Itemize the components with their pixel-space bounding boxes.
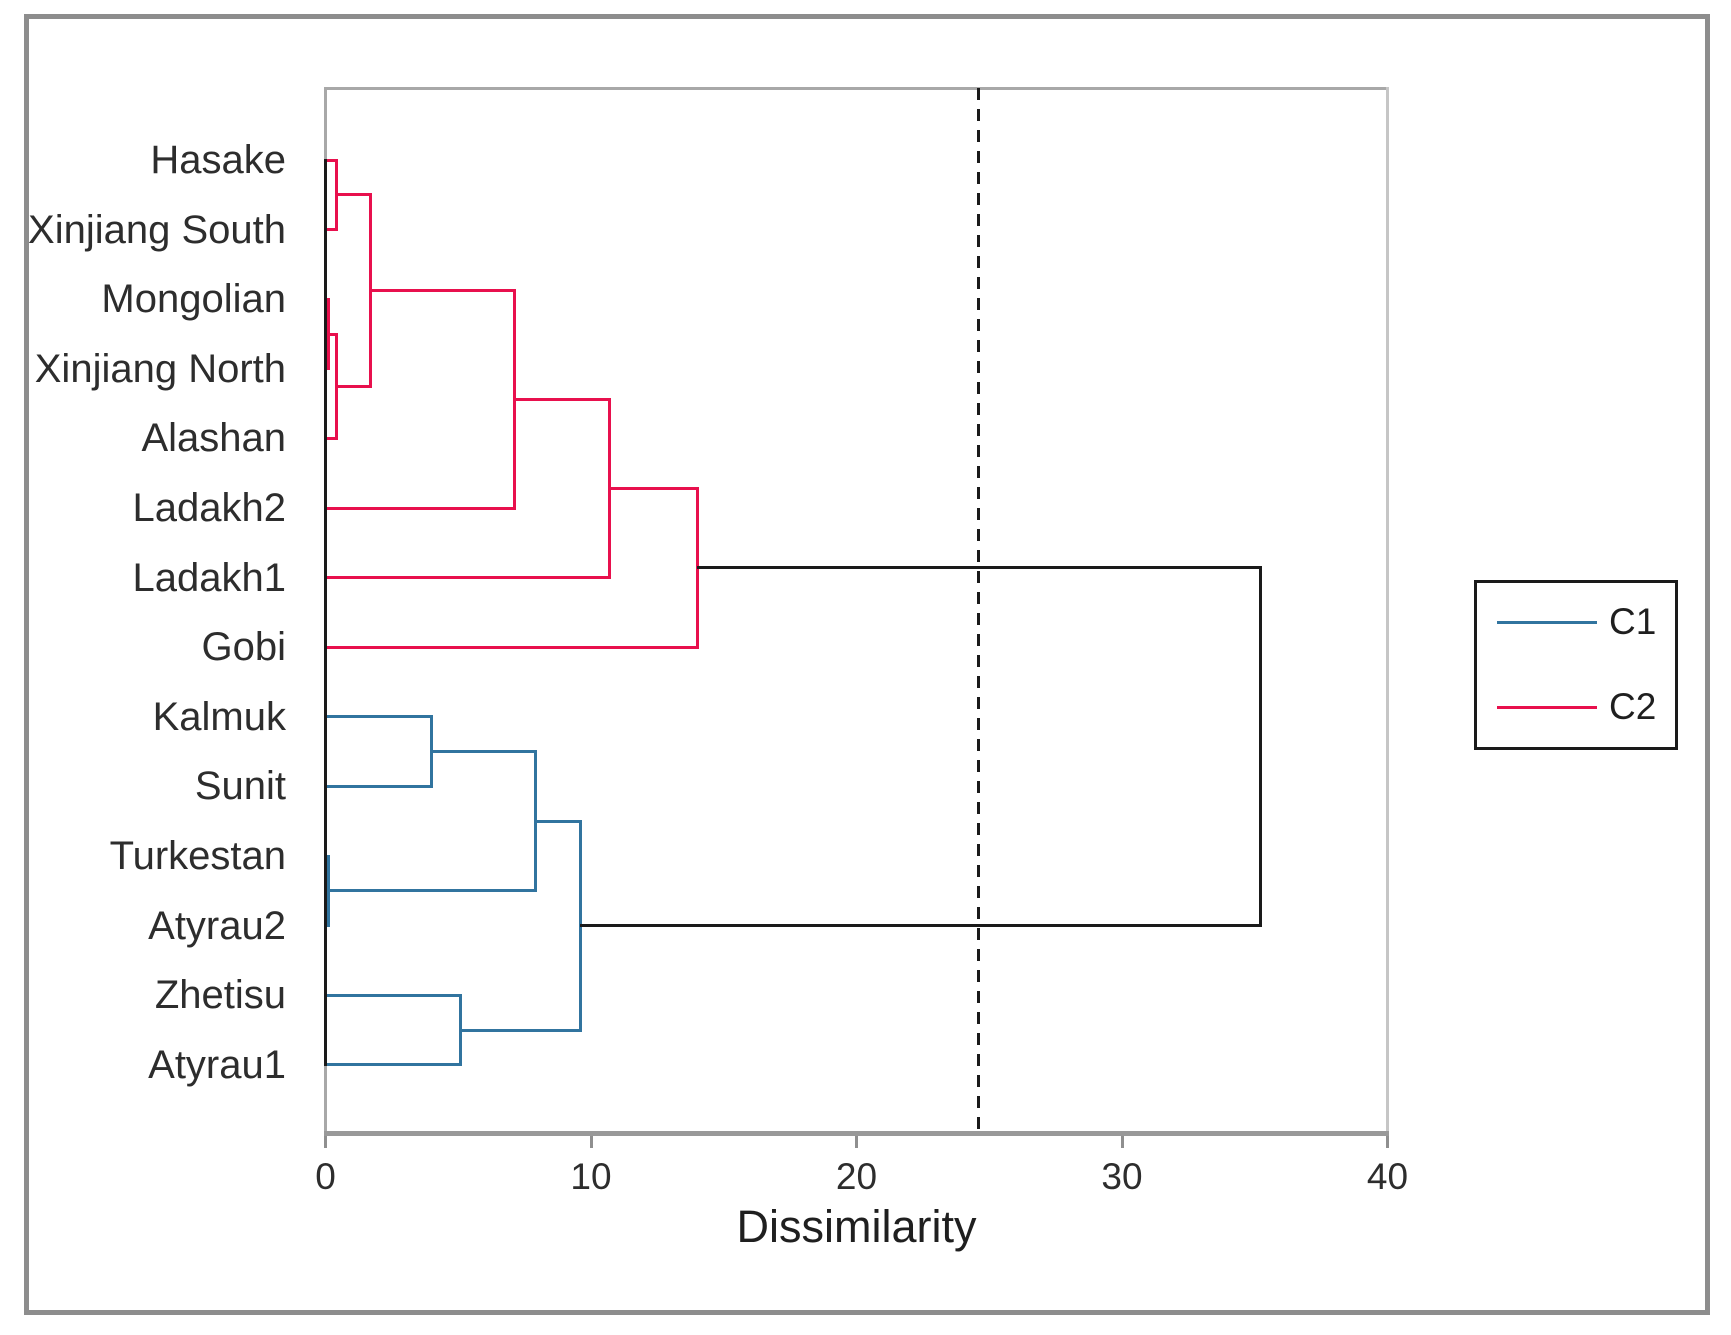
x-tick-label: 10 bbox=[570, 1156, 612, 1197]
figure-border bbox=[24, 14, 1710, 1315]
x-tick-mark bbox=[324, 1135, 327, 1148]
plot-area: 0 10 20 30 40 Dissimilarity bbox=[315, 86, 1408, 1252]
dendro-segment-h bbox=[370, 289, 516, 292]
legend-box: C1 C2 bbox=[1474, 580, 1678, 750]
x-axis-line bbox=[324, 1130, 1389, 1136]
dendro-segment-h bbox=[336, 193, 373, 197]
leaf-label: Zhetisu bbox=[154, 973, 286, 1018]
x-tick-mark bbox=[855, 1135, 858, 1148]
legend-label-c1: C1 bbox=[1609, 601, 1657, 642]
dendro-segment-h bbox=[328, 332, 338, 336]
leaf-label: Ladakh1 bbox=[132, 555, 286, 600]
dendro-segment-h bbox=[336, 384, 373, 388]
leaf-label: Ladakh2 bbox=[132, 486, 286, 530]
dendro-segment-h bbox=[325, 436, 338, 440]
dendro-segment-h bbox=[535, 819, 582, 823]
dendro-segment-h bbox=[325, 506, 516, 510]
dendro-segment-h bbox=[460, 1028, 582, 1032]
leaf-label: Kalmuk bbox=[152, 694, 286, 739]
y-axis-line bbox=[324, 158, 327, 1067]
dendro-segment-h bbox=[609, 486, 699, 490]
leaf-label: Sunit bbox=[194, 764, 286, 809]
dendro-segment-h bbox=[325, 784, 434, 788]
leaf-label: Alashan bbox=[141, 416, 286, 461]
leaf-label: Atyrau2 bbox=[148, 903, 286, 948]
cutoff-dashed-line bbox=[977, 88, 981, 1133]
dendro-segment-h bbox=[325, 158, 338, 162]
leaf-label: Xinjiang North bbox=[34, 346, 286, 391]
x-tick-mark bbox=[1386, 1135, 1389, 1148]
plot-border-top bbox=[324, 86, 1389, 90]
plot-border-right bbox=[1386, 86, 1389, 1135]
legend-line-c1 bbox=[1497, 620, 1597, 624]
dendro-segment-h bbox=[325, 1063, 463, 1067]
leaf-label: Hasake bbox=[150, 138, 286, 182]
leaf-label: Xinjiang South bbox=[28, 207, 286, 252]
dendro-segment-h bbox=[325, 715, 434, 719]
dendro-segment-h bbox=[431, 750, 537, 754]
x-tick-label: 20 bbox=[835, 1156, 878, 1197]
x-tick-label: 40 bbox=[1366, 1156, 1409, 1197]
x-axis-title: Dissimilarity bbox=[736, 1201, 977, 1252]
leaf-label: Atyrau1 bbox=[148, 1042, 286, 1087]
dendro-segment-h bbox=[325, 645, 699, 649]
dendro-segment-v bbox=[1258, 566, 1262, 928]
dendro-segment-h bbox=[328, 889, 537, 893]
leaf-label: Mongolian bbox=[101, 277, 286, 322]
legend-entry-c2: C2 bbox=[1497, 686, 1669, 727]
dendro-segment-h bbox=[514, 397, 612, 401]
leaf-label: Gobi bbox=[201, 625, 287, 670]
dendro-segment-h bbox=[325, 228, 338, 232]
x-tick-mark bbox=[589, 1135, 593, 1148]
x-tick-label: 30 bbox=[1101, 1156, 1143, 1197]
leaf-label: Turkestan bbox=[109, 834, 286, 878]
x-tick-label: 0 bbox=[315, 1156, 336, 1197]
dendro-segment-h bbox=[580, 924, 1262, 928]
dendro-segment-h bbox=[325, 576, 612, 580]
legend-label-c2: C2 bbox=[1609, 686, 1657, 727]
x-tick-mark bbox=[1120, 1135, 1124, 1148]
legend-line-c2 bbox=[1497, 705, 1597, 709]
legend-entry-c1: C1 bbox=[1497, 601, 1669, 642]
dendro-segment-h bbox=[325, 993, 463, 997]
